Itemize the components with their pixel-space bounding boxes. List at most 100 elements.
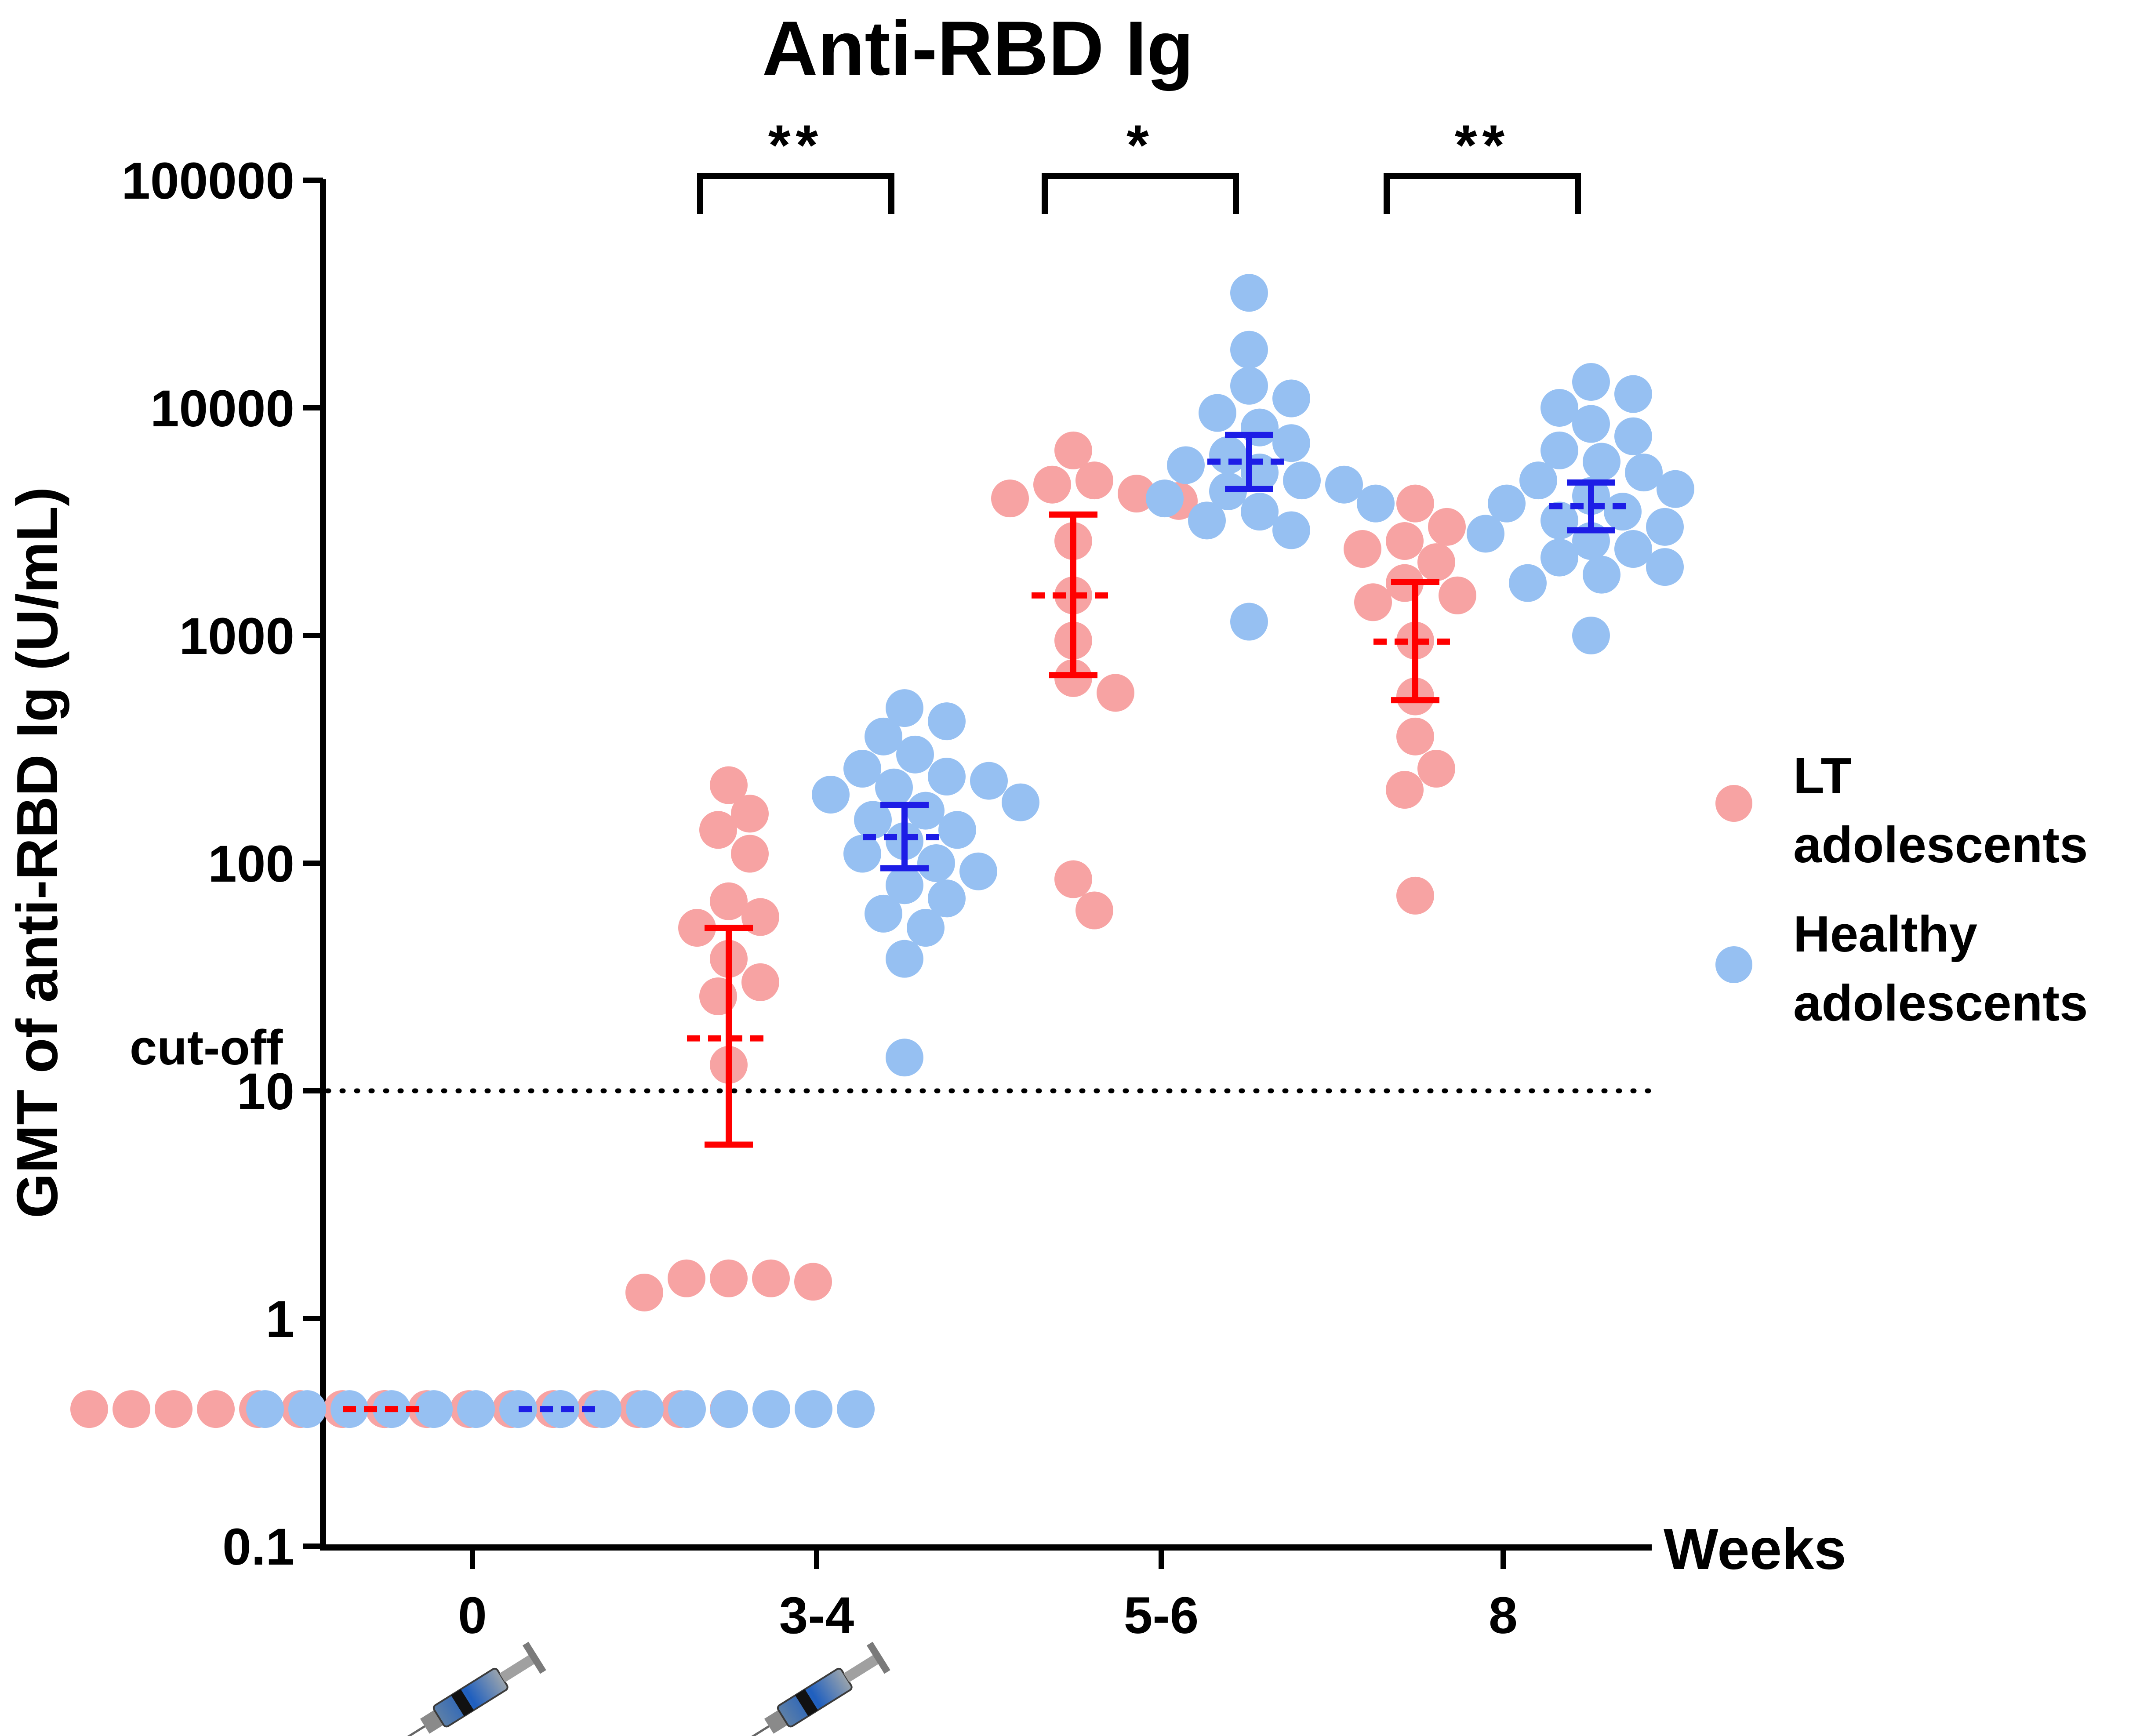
legend-lt-line-2: adolescents xyxy=(1793,816,2088,873)
data-point xyxy=(1272,424,1310,462)
x-tick-label: 8 xyxy=(1489,1587,1518,1645)
data-point xyxy=(837,1390,875,1428)
data-point xyxy=(1541,431,1578,469)
data-point xyxy=(843,835,881,873)
data-point xyxy=(795,1390,832,1428)
data-point xyxy=(668,1390,706,1428)
data-point xyxy=(710,882,748,920)
data-point xyxy=(1002,783,1039,821)
significance-label: * xyxy=(1126,113,1154,177)
data-point xyxy=(626,1390,664,1428)
data-point xyxy=(1572,405,1610,443)
significance-brackets: ** * ** xyxy=(697,113,1581,214)
data-point xyxy=(1541,389,1578,427)
data-point xyxy=(457,1390,495,1428)
x-axis-label: Weeks xyxy=(1664,1517,1846,1581)
data-point xyxy=(710,1390,748,1428)
data-point xyxy=(1583,443,1620,481)
data-point xyxy=(865,717,902,755)
syringe-barrel xyxy=(432,1667,509,1728)
data-point xyxy=(1541,538,1578,577)
data-point xyxy=(1199,394,1236,432)
data-point xyxy=(1614,530,1652,568)
syringe-plunger-rod xyxy=(499,1655,535,1682)
data-point xyxy=(288,1390,326,1428)
data-point xyxy=(752,1390,790,1428)
data-point xyxy=(584,1390,621,1428)
data-point xyxy=(1417,750,1455,788)
data-point xyxy=(731,835,769,873)
data-point xyxy=(668,1259,705,1297)
data-point xyxy=(1519,461,1557,500)
data-point xyxy=(1657,470,1694,508)
data-point xyxy=(710,1259,748,1297)
data-point xyxy=(886,1039,923,1077)
data-point xyxy=(710,766,748,804)
data-point xyxy=(1230,274,1268,312)
y-tick-label: 10 xyxy=(237,1063,294,1121)
data-point xyxy=(991,479,1029,518)
syringe-plunger-seal xyxy=(795,1689,818,1716)
data-point xyxy=(812,776,850,814)
data-point xyxy=(1467,515,1504,553)
data-point xyxy=(1033,465,1071,504)
syringe-plunger-seal xyxy=(451,1689,474,1716)
syringe-plunger-rod xyxy=(843,1655,879,1682)
data-point xyxy=(1167,446,1205,484)
data-point xyxy=(415,1390,453,1428)
legend-lt-line-1: LT xyxy=(1793,747,1852,804)
data-point xyxy=(970,762,1008,800)
significance-label: ** xyxy=(1455,113,1510,177)
data-point xyxy=(907,909,945,947)
y-tick-label: 1 xyxy=(265,1290,294,1348)
cutoff-label: cut-off xyxy=(130,1020,283,1075)
y-tick-label: 0.1 xyxy=(222,1518,294,1576)
data-point xyxy=(1646,548,1684,586)
data-point xyxy=(1230,330,1268,369)
data-point xyxy=(1439,576,1476,614)
data-point xyxy=(938,811,976,849)
data-point xyxy=(1272,379,1310,418)
data-point xyxy=(113,1390,150,1428)
data-point xyxy=(843,750,881,788)
legend-healthy-line-2: adolescents xyxy=(1793,974,2088,1031)
data-point xyxy=(928,758,966,796)
data-point xyxy=(1325,465,1363,504)
syringe-needle xyxy=(397,1725,425,1736)
data-point xyxy=(1241,493,1279,531)
data-point xyxy=(731,795,769,833)
syringe-thumb-rest xyxy=(522,1642,546,1674)
data-point xyxy=(1075,891,1113,930)
chart-title: Anti-RBD Ig xyxy=(762,6,1194,91)
x-ticks: 0 3-4 5-6 8 xyxy=(458,1547,1518,1645)
syringe-icon xyxy=(397,1642,546,1736)
data-point xyxy=(1583,556,1620,594)
data-point xyxy=(1614,417,1652,455)
data-point xyxy=(752,1259,790,1297)
data-point xyxy=(70,1390,108,1428)
data-point xyxy=(886,940,923,978)
data-point xyxy=(1097,674,1134,712)
data-point xyxy=(1230,367,1268,405)
y-tick-label: 10000 xyxy=(150,380,294,438)
significance-bracket xyxy=(1042,173,1239,214)
data-point xyxy=(1396,876,1434,915)
data-point xyxy=(1572,363,1610,401)
syringe-icon xyxy=(741,1642,890,1736)
legend: LT adolescents Healthy adolescents xyxy=(1715,747,2088,1031)
vaccination-markers xyxy=(397,1642,890,1736)
data-point xyxy=(1614,375,1652,413)
significance-bracket xyxy=(1384,173,1581,214)
data-point xyxy=(907,792,945,830)
data-point xyxy=(1386,771,1424,809)
data-point xyxy=(1357,484,1395,523)
data-point xyxy=(699,811,737,849)
data-points xyxy=(70,274,1694,1428)
data-point xyxy=(896,735,934,774)
data-point xyxy=(1272,511,1310,549)
data-point xyxy=(1188,501,1226,540)
data-point xyxy=(1344,530,1381,568)
data-point xyxy=(1604,493,1642,531)
data-point xyxy=(917,844,955,882)
